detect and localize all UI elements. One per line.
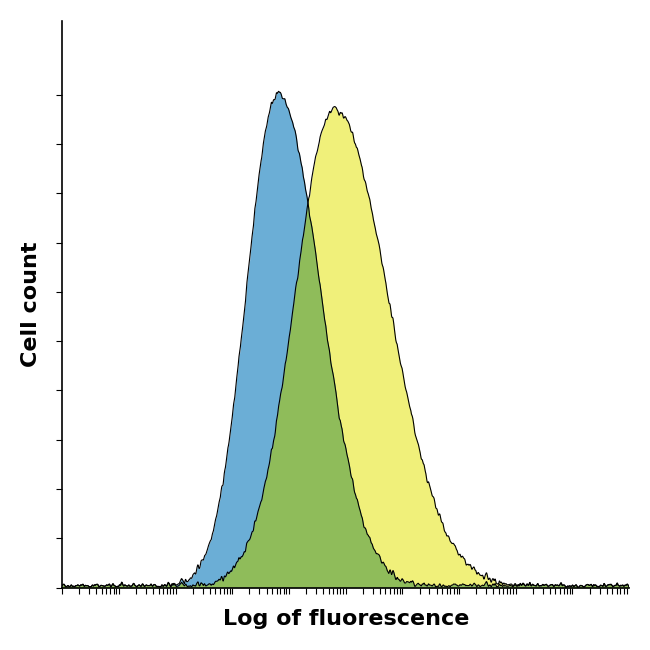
X-axis label: Log of fluorescence: Log of fluorescence [222, 609, 469, 629]
Y-axis label: Cell count: Cell count [21, 242, 41, 367]
